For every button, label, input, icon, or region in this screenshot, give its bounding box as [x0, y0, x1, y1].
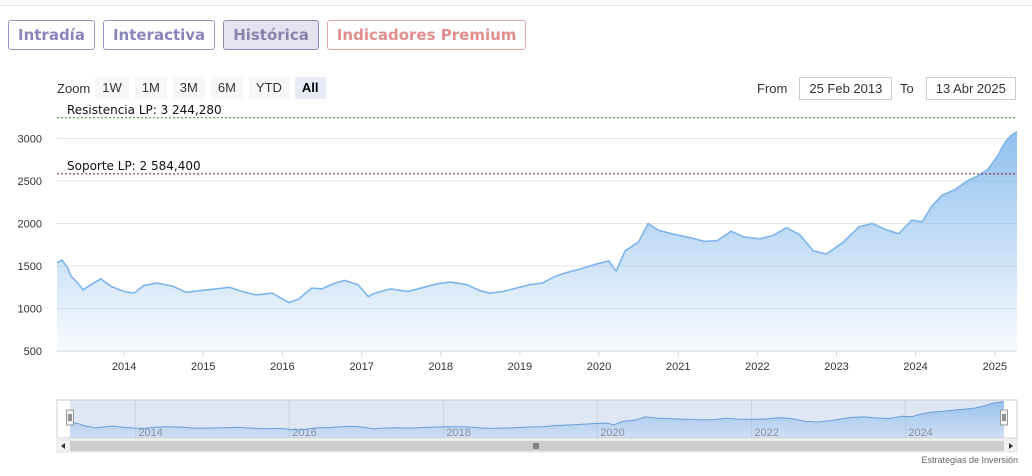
navigator-right-handle[interactable]: [1000, 409, 1008, 426]
navigator-left-handle[interactable]: [66, 409, 74, 426]
x-tick-2015: 2015: [191, 361, 215, 373]
from-date-input[interactable]: 25 Feb 2013: [799, 77, 893, 100]
x-axis: 2014 2015 2016 2017 2018 2019 2020 2021 2022 2023…: [112, 351, 1007, 373]
zoom-label: Zoom: [57, 80, 91, 96]
price-area: [57, 131, 1017, 351]
x-tick-2024: 2024: [903, 361, 927, 373]
chart-tabs: Intradía Interactiva Histórica Indicador…: [8, 20, 527, 50]
scroll-left-arrow-icon[interactable]: [61, 443, 65, 449]
navigator-area: [70, 401, 1004, 438]
credit-text: Estrategias de Inversión: [921, 455, 1018, 465]
handle-body: [66, 409, 74, 426]
x-tick-2023: 2023: [824, 361, 848, 373]
navigator-scrollbar[interactable]: [56, 439, 1018, 453]
plot-lines: Resistencia LP: 3 244,280 Soporte LP: 2 5…: [57, 105, 1017, 175]
navigator-line: [69, 401, 1005, 431]
zoom-ytd-button[interactable]: YTD: [248, 77, 289, 99]
top-divider: [0, 5, 1032, 6]
y-tick-500: 500: [24, 346, 42, 358]
y-tick-2000: 2000: [18, 219, 42, 231]
zoom-3m-button[interactable]: 3M: [172, 77, 205, 99]
scrollbar-thumb: [70, 441, 1004, 451]
scroll-right-arrow-icon[interactable]: [1009, 443, 1013, 449]
y-tick-3000: 3000: [18, 134, 42, 146]
plot-line-label-1: Soporte LP: 2 584,400: [67, 159, 201, 173]
y-tick-1000: 1000: [18, 304, 42, 316]
x-tick-2016: 2016: [270, 361, 294, 373]
x-tick-2019: 2019: [508, 361, 532, 373]
plot-line-label-0: Resistencia LP: 3 244,280: [67, 105, 222, 117]
tab-historica[interactable]: Histórica: [223, 20, 319, 50]
x-tick-2014: 2014: [112, 361, 136, 373]
price-chart: Resistencia LP: 3 244,280 Soporte LP: 2 5…: [18, 105, 1018, 453]
x-tick-2017: 2017: [349, 361, 373, 373]
price-line: [56, 131, 1018, 304]
zoom-1m-button[interactable]: 1M: [134, 77, 167, 99]
x-tick-2020: 2020: [587, 361, 611, 373]
zoom-6m-button[interactable]: 6M: [210, 77, 243, 99]
tab-indicadores-premium[interactable]: Indicadores Premium: [326, 20, 527, 50]
x-tick-2021: 2021: [666, 361, 690, 373]
y-tick-2500: 2500: [18, 176, 42, 188]
navigator-outline: [56, 399, 1018, 439]
zoom-all-button[interactable]: All: [294, 77, 326, 99]
handle-body: [1000, 409, 1008, 426]
date-range-from: From 25 Feb 2013: [757, 77, 893, 100]
tab-interactiva[interactable]: Interactiva: [102, 20, 216, 50]
x-tick-2022: 2022: [745, 361, 769, 373]
from-label: From: [757, 81, 788, 96]
navigator[interactable]: 201420162018202020222024: [56, 399, 1018, 453]
x-tick-2025: 2025: [983, 361, 1007, 373]
y-axis: 500 1000 1500 2000 2500 3000: [18, 134, 42, 359]
to-label: To: [900, 81, 914, 96]
tab-intradia[interactable]: Intradía: [8, 20, 95, 50]
y-tick-1500: 1500: [18, 261, 42, 273]
zoom-selector: Zoom 1W 1M 3M 6M YTD All: [57, 77, 332, 99]
date-range-to: To 13 Abr 2025: [900, 77, 1016, 100]
to-date-input[interactable]: 13 Abr 2025: [925, 77, 1016, 100]
x-tick-2018: 2018: [429, 361, 453, 373]
zoom-1w-button[interactable]: 1W: [95, 77, 129, 99]
